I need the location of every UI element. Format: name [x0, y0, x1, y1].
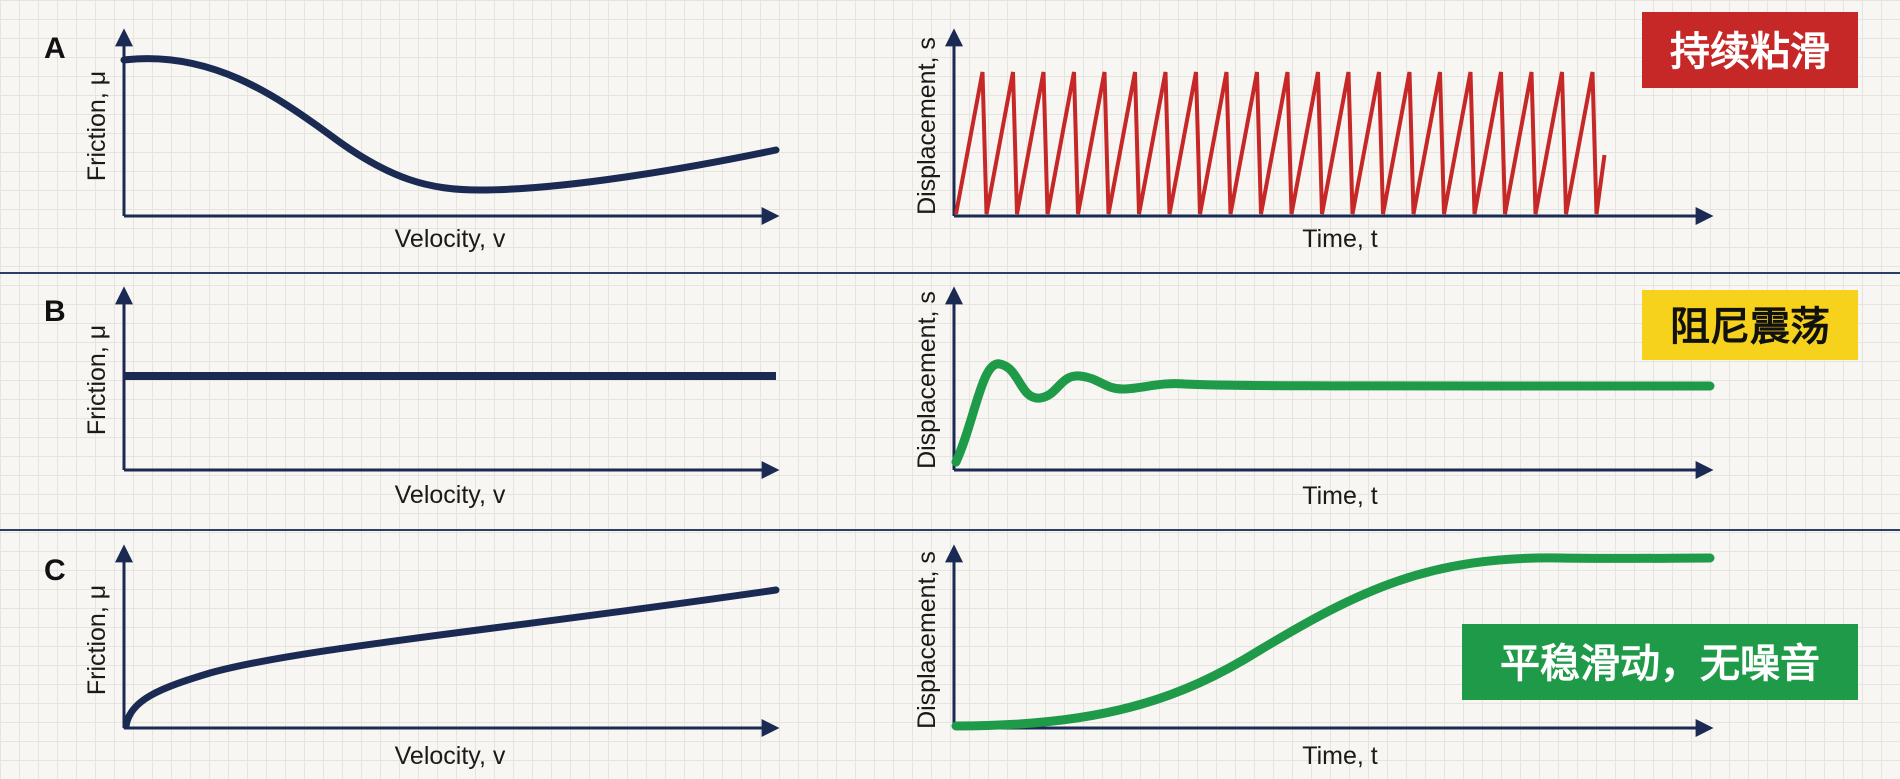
x-axis-label: Velocity, v — [395, 742, 506, 770]
y-axis-label: Displacement, s — [913, 551, 941, 729]
displacement-curve — [951, 359, 1715, 467]
panel-letter: B — [44, 295, 66, 328]
y-axis-label: Displacement, s — [913, 37, 941, 215]
panel-letter: C — [44, 554, 66, 587]
x-axis-label: Time, t — [1302, 482, 1378, 510]
friction-plot-b: Velocity, v Friction, μ — [83, 286, 780, 509]
friction-curve — [122, 586, 780, 730]
y-axis-label: Friction, μ — [83, 71, 111, 181]
panel-c: C Velocity, v Friction, μ Time, t Displa… — [44, 544, 1858, 770]
x-axis-label: Velocity, v — [395, 225, 506, 253]
panel-letter: A — [44, 32, 66, 65]
x-axis-label: Velocity, v — [395, 481, 506, 509]
badge-text: 平稳滑动，无噪音 — [1500, 642, 1820, 686]
friction-plot-a: Velocity, v Friction, μ — [83, 28, 780, 253]
displacement-plot-b: Time, t Displacement, s — [913, 286, 1715, 510]
y-axis-label: Displacement, s — [913, 291, 941, 469]
panel-b: B Velocity, v Friction, μ Time, t Displa… — [44, 286, 1858, 510]
x-axis-label: Time, t — [1302, 742, 1378, 770]
displacement-plot-c: Time, t Displacement, s — [913, 544, 1715, 770]
displacement-plot-a: Time, t Displacement, s — [913, 28, 1714, 253]
y-axis-label: Friction, μ — [83, 585, 111, 695]
badge-text: 持续粘滑 — [1670, 30, 1830, 74]
friction-plot-c: Velocity, v Friction, μ — [83, 544, 780, 770]
panel-a: A Velocity, v Friction, μ Time, t Displa… — [44, 12, 1858, 253]
x-axis-label: Time, t — [1302, 225, 1378, 253]
badge-c: 平稳滑动，无噪音 — [1462, 624, 1858, 700]
badge-a: 持续粘滑 — [1642, 12, 1858, 88]
badge-b: 阻尼震荡 — [1642, 290, 1858, 360]
y-axis-label: Friction, μ — [83, 325, 111, 435]
displacement-curve — [951, 553, 1715, 731]
friction-curve — [120, 55, 780, 194]
displacement-curve — [954, 71, 1607, 215]
badge-text: 阻尼震荡 — [1670, 305, 1830, 349]
